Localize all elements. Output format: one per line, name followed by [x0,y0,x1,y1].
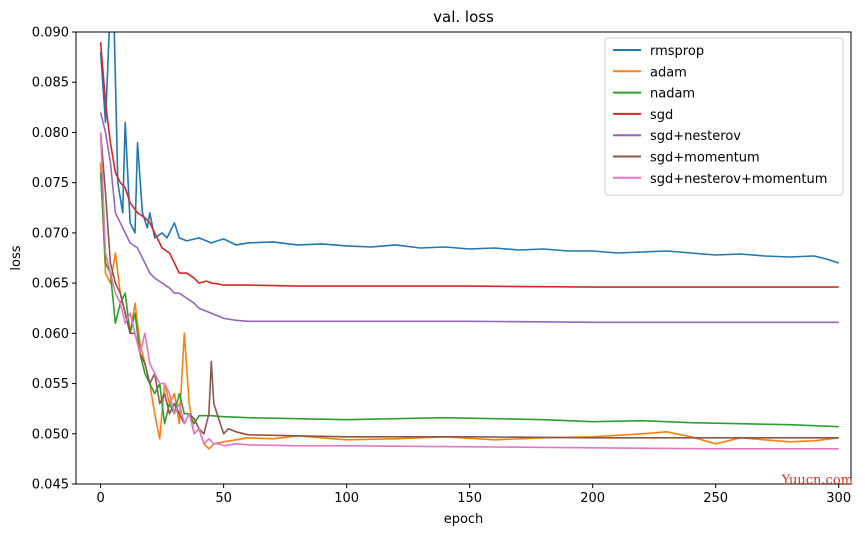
legend-label: adam [650,65,687,80]
series-line-nadam [99,172,839,428]
y-tick-label: 0.090 [32,26,69,41]
plot-frame [75,31,852,485]
legend-label: sgd+momentum [650,151,760,166]
x-tick-label: 0 [96,491,104,506]
y-tick-label: 0.050 [32,427,69,442]
watermark: Yuucn.com [781,473,853,488]
legend-label: sgd+nesterov [650,129,741,144]
legend-label: rmsprop [650,44,704,59]
legend-label: sgd [650,108,673,123]
y-tick-label: 0.085 [32,76,69,91]
x-tick-label: 50 [215,491,232,506]
chart-title: val. loss [433,8,494,26]
y-tick-label: 0.045 [32,478,69,493]
y-tick-label: 0.065 [32,277,69,292]
x-axis-label: epoch [444,512,484,527]
y-tick-label: 0.060 [32,327,69,342]
y-tick-label: 0.070 [32,226,69,241]
series-line-adam [99,162,839,450]
series-line-rmsprop [99,32,839,264]
legend-box [604,37,844,196]
x-tick-label: 150 [457,491,482,506]
x-tick-label: 300 [826,491,851,506]
y-tick-label: 0.080 [32,126,69,141]
series-line-sgd-nesterov-momentum [99,132,839,450]
x-tick-label: 250 [703,491,728,506]
y-axis-label: loss [9,245,24,270]
series-line-sgd-nesterov [99,112,839,324]
legend-label: nadam [650,87,695,102]
legend-label: sgd+nesterov+momentum [650,172,827,187]
y-tick-label: 0.075 [32,176,69,191]
x-tick-label: 200 [580,491,605,506]
x-tick-label: 100 [334,491,359,506]
series-line-sgd [99,41,839,288]
y-tick-label: 0.055 [32,377,69,392]
